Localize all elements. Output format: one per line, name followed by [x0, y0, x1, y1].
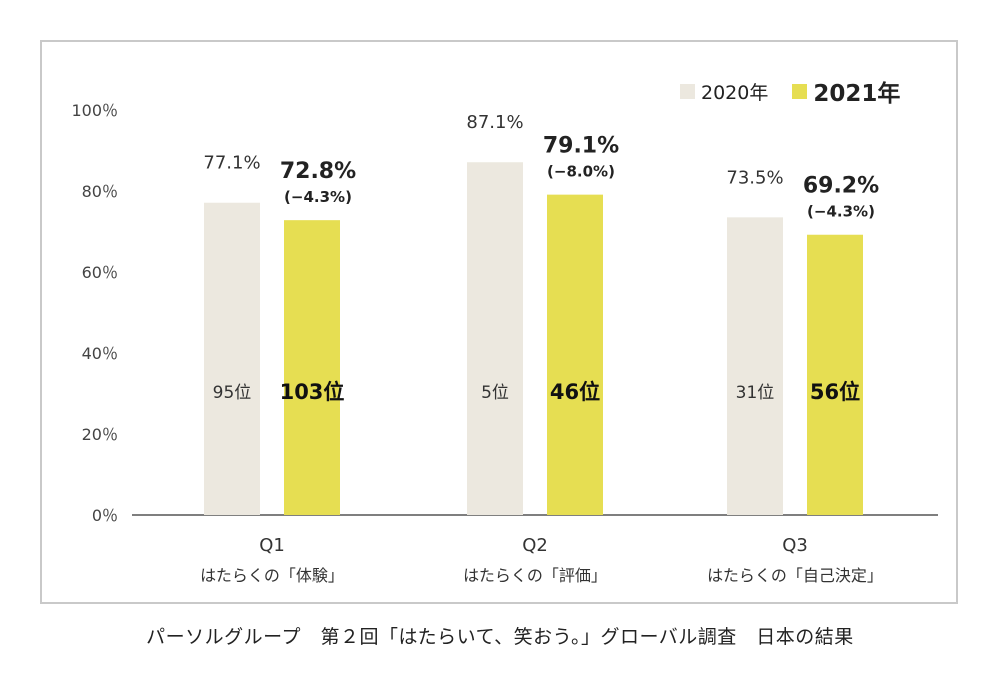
y-tick-label: 80％ [82, 182, 118, 201]
category-label: Q1 [259, 535, 285, 556]
y-tick-label: 60％ [82, 263, 118, 282]
change-label-2021: (−4.3%) [807, 203, 875, 221]
y-tick-label: 20％ [82, 425, 118, 444]
data-label-2020: 77.1% [203, 153, 260, 174]
chart-caption: パーソルグループ 第２回「はたらいて、笑おう。」グローバル調査 日本の結果 [146, 626, 854, 648]
bar-2021 [284, 220, 340, 515]
change-label-2021: (−8.0%) [547, 163, 615, 181]
category-sublabel: はたらくの「自己決定」 [707, 566, 883, 585]
rank-label-2021: 46位 [550, 380, 600, 404]
rank-label-2020: 95位 [213, 383, 252, 403]
rank-label-2020: 31位 [736, 383, 775, 403]
legend: 2020年 2021年 [680, 74, 900, 108]
legend-swatch-2020 [680, 83, 695, 99]
y-tick-label: 40％ [82, 344, 118, 363]
legend-label-2020: 2020年 [701, 81, 769, 104]
data-label-2020: 87.1% [466, 112, 523, 133]
category-sublabel: はたらくの「評価」 [463, 566, 607, 585]
data-label-2021: 69.2% [803, 174, 879, 199]
rank-label-2021: 56位 [810, 380, 860, 404]
data-label-2020: 73.5% [726, 167, 783, 188]
category-label: Q3 [782, 535, 808, 556]
category-label: Q2 [522, 535, 548, 556]
data-label-2021: 72.8% [280, 159, 356, 184]
y-tick-label: 0％ [92, 506, 118, 525]
y-tick-label: 100％ [71, 101, 118, 120]
bar-2020 [727, 217, 783, 515]
data-label-2021: 79.1% [543, 134, 619, 159]
bar-2020 [204, 202, 260, 515]
legend-swatch-2021 [792, 83, 808, 99]
bar-2021 [807, 234, 863, 516]
change-label-2021: (−4.3%) [284, 188, 352, 206]
category-sublabel: はたらくの「体験」 [200, 566, 344, 585]
rank-label-2021: 103位 [280, 380, 345, 404]
bar-2021 [547, 194, 603, 515]
rank-label-2020: 5位 [481, 383, 509, 403]
legend-label-2021: 2021年 [813, 81, 901, 107]
bar-2020 [467, 162, 523, 515]
